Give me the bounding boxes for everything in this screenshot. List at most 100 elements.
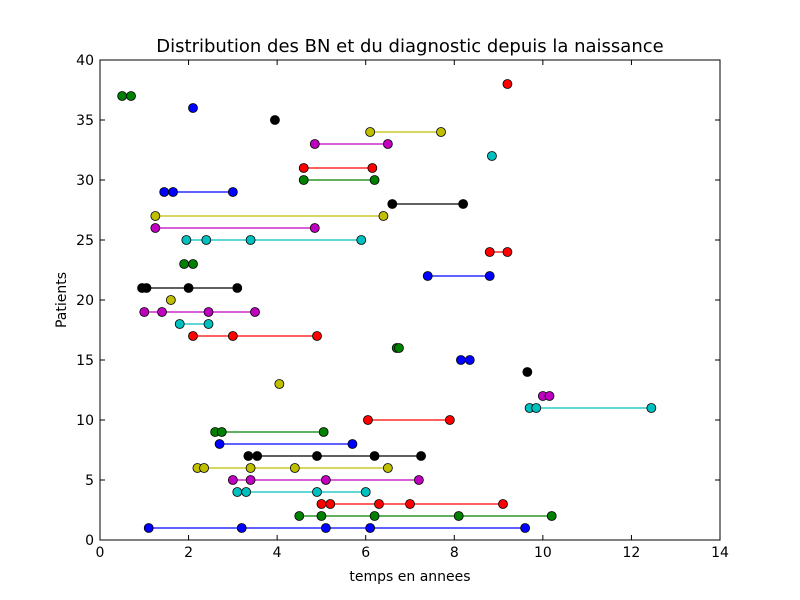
data-point [298, 175, 309, 185]
data-point [203, 319, 214, 329]
data-point [325, 499, 336, 509]
patient-series [487, 151, 497, 161]
data-point [520, 523, 531, 533]
plot-area [100, 60, 720, 540]
y-axis-label: Patients [54, 272, 70, 328]
data-point [369, 451, 380, 461]
data-point [232, 487, 243, 497]
data-point [270, 115, 280, 125]
patient-series [298, 163, 378, 173]
data-point [117, 91, 128, 101]
x-tick-label: 8 [450, 545, 459, 561]
data-point [405, 499, 415, 509]
patient-series [179, 259, 198, 269]
data-point [252, 451, 263, 461]
patient-series [522, 367, 533, 377]
data-point [422, 271, 433, 281]
patient-series [117, 91, 136, 101]
patient-series [139, 307, 260, 317]
y-tick-label: 20 [76, 293, 94, 309]
patient-series [150, 223, 320, 233]
data-point [363, 415, 373, 425]
patient-series [484, 247, 513, 257]
data-point [188, 259, 198, 269]
patient-series [298, 175, 380, 185]
data-point [369, 175, 380, 185]
series-layer [117, 79, 657, 533]
patient-series [181, 235, 367, 245]
data-point [544, 391, 555, 401]
data-point [216, 427, 227, 437]
data-point [227, 187, 238, 197]
data-point [236, 523, 247, 533]
patient-series [150, 211, 389, 221]
patient-series [243, 451, 426, 461]
data-point [150, 211, 161, 221]
patient-series [363, 415, 455, 425]
data-point [181, 235, 192, 245]
data-point [458, 199, 469, 209]
patient-series [165, 295, 176, 305]
patient-series [309, 139, 393, 149]
data-point [274, 379, 285, 389]
patient-series [365, 127, 446, 137]
data-point [498, 499, 508, 509]
data-point [232, 283, 243, 293]
data-point [289, 463, 300, 473]
data-point [522, 367, 533, 377]
y-tick-label: 25 [76, 233, 94, 249]
patient-series [391, 343, 404, 353]
data-point [394, 343, 404, 353]
data-point [309, 139, 320, 149]
data-point [214, 439, 225, 449]
data-point [316, 499, 327, 509]
data-point [143, 523, 154, 533]
patient-series [192, 463, 393, 473]
tick-layer: 0 2 4 6 8 10 12 14 0 5 10 15 20 25 30 35 40 [76, 53, 729, 561]
patient-series [143, 523, 531, 533]
data-point [502, 79, 513, 89]
data-point [141, 283, 152, 293]
y-tick-label: 0 [85, 533, 94, 549]
patient-series [524, 403, 657, 413]
data-point [365, 523, 376, 533]
y-tick-label: 40 [76, 53, 94, 69]
patient-series [214, 439, 358, 449]
data-point [201, 235, 212, 245]
data-point [227, 331, 238, 341]
data-point [203, 307, 214, 317]
data-point [316, 511, 327, 521]
data-point [245, 463, 256, 473]
data-point [188, 103, 198, 113]
data-point [444, 415, 455, 425]
data-point [294, 511, 305, 521]
patient-series [137, 283, 243, 293]
x-tick-label: 2 [184, 545, 193, 561]
data-point [320, 523, 331, 533]
data-point [382, 139, 393, 149]
data-point [250, 307, 260, 317]
data-point [456, 355, 466, 365]
patient-series [227, 475, 424, 485]
x-tick-label: 10 [534, 545, 552, 561]
patient-series [502, 79, 513, 89]
data-point [312, 331, 322, 341]
data-point [646, 403, 657, 413]
data-point [309, 223, 320, 233]
x-tick-label: 6 [361, 545, 370, 561]
data-point [356, 235, 367, 245]
patient-series [274, 379, 285, 389]
x-tick-label: 14 [711, 545, 729, 561]
data-point [531, 403, 542, 413]
x-axis-label: temps en annees [349, 569, 470, 585]
data-point [318, 427, 329, 437]
y-tick-label: 30 [76, 173, 94, 189]
patient-series [159, 187, 238, 197]
data-point [367, 163, 378, 173]
chart-title: Distribution des BN et du diagnostic dep… [156, 36, 663, 57]
x-tick-label: 4 [273, 545, 282, 561]
data-point [374, 499, 384, 509]
data-point [227, 475, 238, 485]
data-point [199, 463, 209, 473]
data-point [484, 271, 495, 281]
